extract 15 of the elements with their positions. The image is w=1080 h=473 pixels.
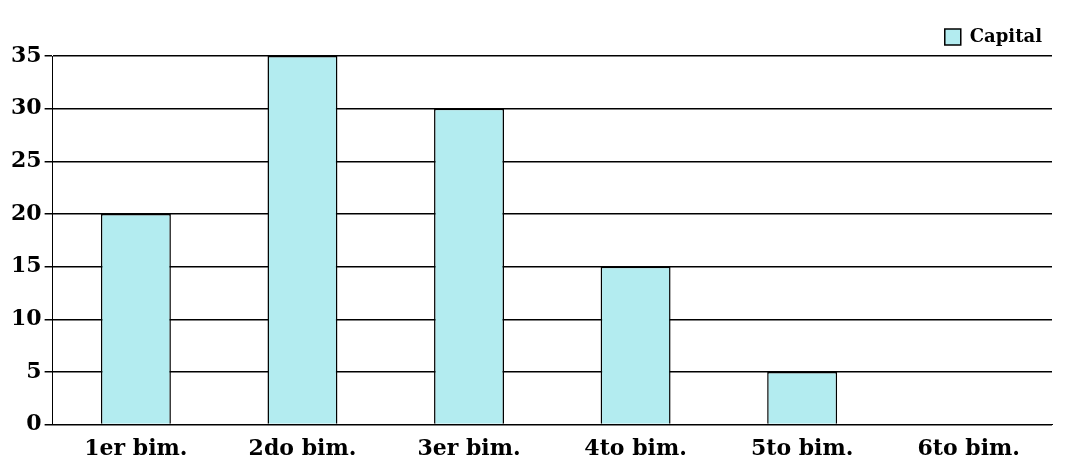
y-tick-label: 10 (10, 304, 42, 330)
x-tick-label: 6to bim. (917, 433, 1020, 460)
y-tick-label: 15 (10, 251, 42, 278)
y-tick-label: 30 (10, 93, 42, 120)
x-tick-label: 1er bim. (84, 433, 188, 460)
y-tick-label: 25 (10, 146, 42, 173)
x-tick-label: 2do bim. (248, 433, 357, 460)
y-tick-label: 35 (10, 40, 42, 67)
x-tick-label: 4to bim. (584, 433, 687, 460)
y-tick-label: 0 (26, 409, 42, 436)
x-tick-label: 5to bim. (750, 433, 854, 460)
legend-label: Capital (969, 24, 1043, 46)
x-tick-label: 3er bim. (417, 433, 521, 460)
y-tick-label: 20 (10, 198, 42, 225)
y-tick-label: 5 (26, 356, 42, 383)
